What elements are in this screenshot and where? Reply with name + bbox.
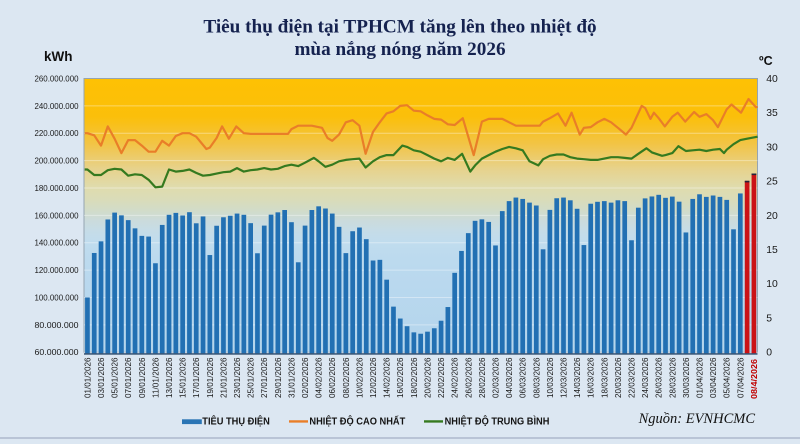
svg-text:26/02/2026: 26/02/2026 [464, 357, 473, 398]
svg-text:07/01/2026: 07/01/2026 [124, 357, 133, 398]
svg-text:12/03/2026: 12/03/2026 [560, 357, 569, 398]
svg-text:27/01/2026: 27/01/2026 [260, 357, 269, 398]
svg-text:09/01/2026: 09/01/2026 [138, 357, 147, 398]
svg-text:Nguồn: EVNHCMC: Nguồn: EVNHCMC [638, 411, 756, 427]
svg-text:02/02/2026: 02/02/2026 [301, 357, 310, 398]
svg-text:05/01/2026: 05/01/2026 [111, 357, 120, 398]
svg-text:30: 30 [766, 142, 778, 153]
svg-text:120.000.000: 120.000.000 [35, 265, 79, 275]
svg-text:25/01/2026: 25/01/2026 [247, 357, 256, 398]
svg-text:mùa nắng nóng năm 2026: mùa nắng nóng năm 2026 [294, 39, 506, 60]
svg-text:17/01/2026: 17/01/2026 [192, 357, 201, 398]
svg-text:01/04/2026: 01/04/2026 [696, 357, 705, 398]
svg-text:100.000.000: 100.000.000 [35, 293, 79, 303]
svg-text:24/03/2026: 24/03/2026 [641, 357, 650, 398]
svg-text:160.000.000: 160.000.000 [35, 210, 79, 220]
svg-text:03/01/2026: 03/01/2026 [97, 357, 106, 398]
svg-text:Tiêu thụ điện tại TPHCM tăng l: Tiêu thụ điện tại TPHCM tăng lên theo nh… [203, 17, 596, 38]
svg-text:16/03/2026: 16/03/2026 [587, 357, 596, 398]
svg-text:NHIỆT ĐỘ CAO NHẤT: NHIỆT ĐỘ CAO NHẤT [309, 415, 405, 428]
svg-text:13/01/2026: 13/01/2026 [165, 357, 174, 398]
svg-text:05/04/2026: 05/04/2026 [723, 357, 732, 398]
svg-text:18/03/2026: 18/03/2026 [600, 357, 609, 398]
svg-text:ºC: ºC [759, 54, 773, 68]
svg-text:15: 15 [766, 245, 778, 256]
svg-text:23/01/2026: 23/01/2026 [233, 357, 242, 398]
svg-text:11/01/2026: 11/01/2026 [151, 357, 160, 398]
svg-text:35: 35 [766, 108, 778, 119]
svg-text:20: 20 [766, 211, 778, 222]
svg-text:15/01/2026: 15/01/2026 [179, 357, 188, 398]
svg-text:200.000.000: 200.000.000 [35, 156, 79, 166]
svg-text:260.000.000: 260.000.000 [35, 74, 79, 84]
svg-text:28/03/2026: 28/03/2026 [668, 357, 677, 398]
svg-text:220.000.000: 220.000.000 [35, 128, 79, 138]
svg-text:10/03/2026: 10/03/2026 [546, 357, 555, 398]
svg-text:01/01/2026: 01/01/2026 [83, 357, 92, 398]
svg-text:21/01/2026: 21/01/2026 [219, 357, 228, 398]
svg-text:10/02/2026: 10/02/2026 [355, 357, 364, 398]
svg-text:02/03/2026: 02/03/2026 [492, 357, 501, 398]
svg-text:22/03/2026: 22/03/2026 [628, 357, 637, 398]
svg-text:TIÊU THỤ ĐIỆN: TIÊU THỤ ĐIỆN [202, 415, 269, 428]
svg-text:5: 5 [766, 313, 772, 324]
svg-text:28/02/2026: 28/02/2026 [478, 357, 487, 398]
svg-text:16/02/2026: 16/02/2026 [396, 357, 405, 398]
svg-text:NHIỆT ĐỘ TRUNG BÌNH: NHIỆT ĐỘ TRUNG BÌNH [445, 415, 550, 428]
svg-text:22/02/2026: 22/02/2026 [437, 357, 446, 398]
svg-text:180.000.000: 180.000.000 [35, 183, 79, 193]
svg-text:31/01/2026: 31/01/2026 [287, 357, 296, 398]
svg-text:40: 40 [766, 74, 778, 85]
svg-text:60.000.000: 60.000.000 [35, 347, 79, 357]
svg-text:08/02/2026: 08/02/2026 [342, 357, 351, 398]
svg-text:08/4/2026: 08/4/2026 [750, 359, 759, 399]
svg-text:14/03/2026: 14/03/2026 [573, 357, 582, 398]
svg-text:29/01/2026: 29/01/2026 [274, 357, 283, 398]
svg-text:04/02/2026: 04/02/2026 [315, 357, 324, 398]
svg-text:80.000.000: 80.000.000 [35, 320, 79, 330]
svg-text:06/02/2026: 06/02/2026 [328, 357, 337, 398]
svg-text:24/02/2026: 24/02/2026 [451, 357, 460, 398]
svg-text:20/02/2026: 20/02/2026 [424, 357, 433, 398]
svg-text:12/02/2026: 12/02/2026 [369, 357, 378, 398]
svg-text:10: 10 [766, 279, 778, 290]
svg-text:0: 0 [766, 348, 772, 359]
svg-text:25: 25 [766, 177, 778, 188]
svg-text:30/03/2026: 30/03/2026 [682, 357, 691, 398]
svg-text:14/02/2026: 14/02/2026 [383, 357, 392, 398]
svg-text:04/03/2026: 04/03/2026 [505, 357, 514, 398]
svg-text:08/03/2026: 08/03/2026 [532, 357, 541, 398]
svg-text:18/02/2026: 18/02/2026 [410, 357, 419, 398]
svg-text:140.000.000: 140.000.000 [35, 238, 79, 248]
svg-text:240.000.000: 240.000.000 [35, 101, 79, 111]
svg-text:26/03/2026: 26/03/2026 [655, 357, 664, 398]
svg-text:kWh: kWh [44, 49, 73, 64]
svg-text:07/04/2026: 07/04/2026 [736, 357, 745, 398]
svg-text:20/03/2026: 20/03/2026 [614, 357, 623, 398]
svg-text:03/04/2026: 03/04/2026 [709, 357, 718, 398]
svg-text:19/01/2026: 19/01/2026 [206, 357, 215, 398]
svg-text:06/03/2026: 06/03/2026 [519, 357, 528, 398]
